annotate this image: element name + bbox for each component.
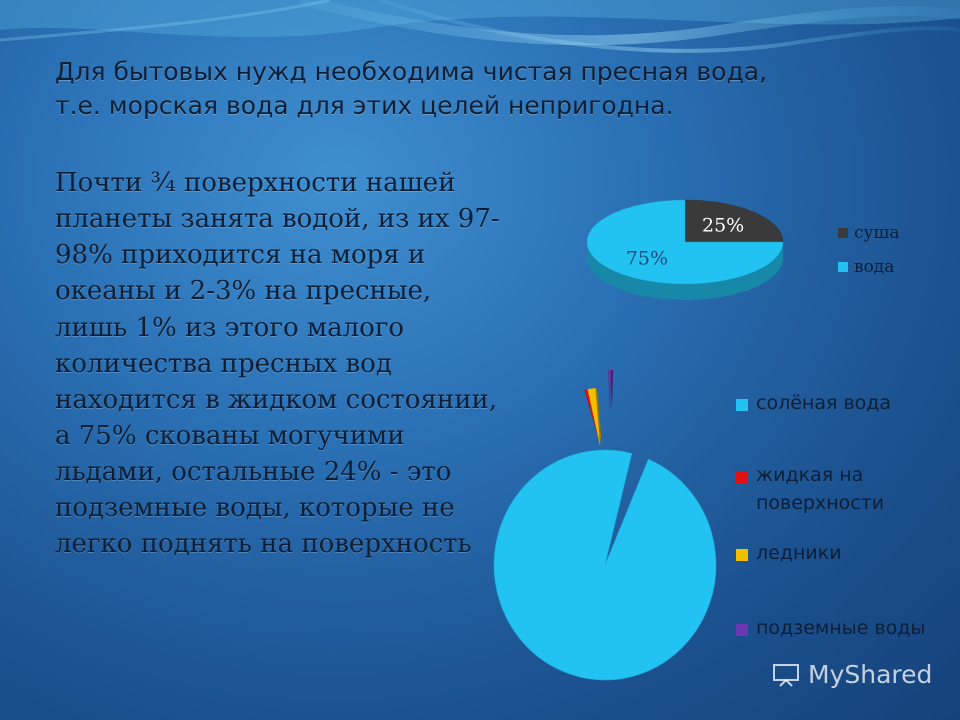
body-line: 98% приходится на моря и xyxy=(55,240,426,271)
legend-entry: солёная вода xyxy=(736,390,946,418)
legend-swatch-land xyxy=(838,228,848,238)
legend-swatch-salt-water xyxy=(736,399,748,411)
body-line: легко поднять на поверхность xyxy=(55,529,472,560)
legend-swatch-surface-water xyxy=(736,471,748,483)
body-line: лишь 1% из этого малого xyxy=(55,312,405,343)
body-line: океаны и 2-3% на пресные, xyxy=(55,276,432,307)
legend-entry: жидкая на поверхности xyxy=(736,462,946,517)
pie-slice-подземные-воды xyxy=(608,370,614,410)
legend-swatch-glaciers xyxy=(736,549,748,561)
legend-swatch-water xyxy=(838,262,848,272)
wave-band xyxy=(0,0,960,38)
body-line: количества пресных вод xyxy=(55,348,392,379)
body-line: а 75% скованы могучими xyxy=(55,420,405,451)
watermark: MyShared xyxy=(772,660,932,689)
legend-entry: суша xyxy=(838,216,899,250)
legend-label: подземные воды xyxy=(756,617,926,639)
pie-slice-солёная-вода xyxy=(493,449,717,681)
body-line: подземные воды, которые не xyxy=(55,493,455,524)
land-water-pie-chart: 25% 75% xyxy=(586,199,784,300)
wave-line xyxy=(0,0,331,42)
watermark-text: MyShared xyxy=(808,660,933,689)
legend-label: солёная вода xyxy=(756,392,892,414)
presentation-icon xyxy=(773,663,799,687)
legend-swatch-groundwater xyxy=(736,624,748,636)
legend-label: ледники xyxy=(756,542,842,564)
heading-line: Для бытовых нужд необходима чистая пресн… xyxy=(55,57,768,86)
legend-entry: вода xyxy=(838,250,899,284)
body-line: льдами, остальные 24% - это xyxy=(55,457,452,487)
data-label-суша: 25% xyxy=(702,215,744,237)
legend-label: жидкая на поверхности xyxy=(756,464,885,514)
wave-line xyxy=(298,0,960,46)
heading-line: т.е. морская вода для этих целей неприго… xyxy=(55,91,674,120)
pie-slice-side-вода xyxy=(587,242,783,300)
legend-label: суша xyxy=(854,223,900,243)
legend-label: вода xyxy=(854,257,895,277)
land-water-legend: суша вода xyxy=(838,216,899,284)
wave-line xyxy=(379,0,960,53)
slide-heading: Для бытовых нужд необходима чистая пресн… xyxy=(55,55,915,123)
body-paragraph: Почти ¾ поверхности нашей планеты занята… xyxy=(55,165,535,562)
data-label-вода: 75% xyxy=(626,247,668,269)
water-types-pie-chart xyxy=(493,370,717,681)
body-line: находится в жидком состоянии, xyxy=(55,384,498,415)
pie-slice-суша xyxy=(684,199,784,243)
pie-slice-ледники xyxy=(587,387,602,447)
body-line: Почти ¾ поверхности нашей xyxy=(55,168,456,198)
legend-entry: подземные воды xyxy=(736,615,946,643)
body-line: планеты занята водой, из их 97- xyxy=(55,204,500,235)
legend-entry: ледники xyxy=(736,540,946,568)
pie-slice-вода xyxy=(586,199,784,285)
